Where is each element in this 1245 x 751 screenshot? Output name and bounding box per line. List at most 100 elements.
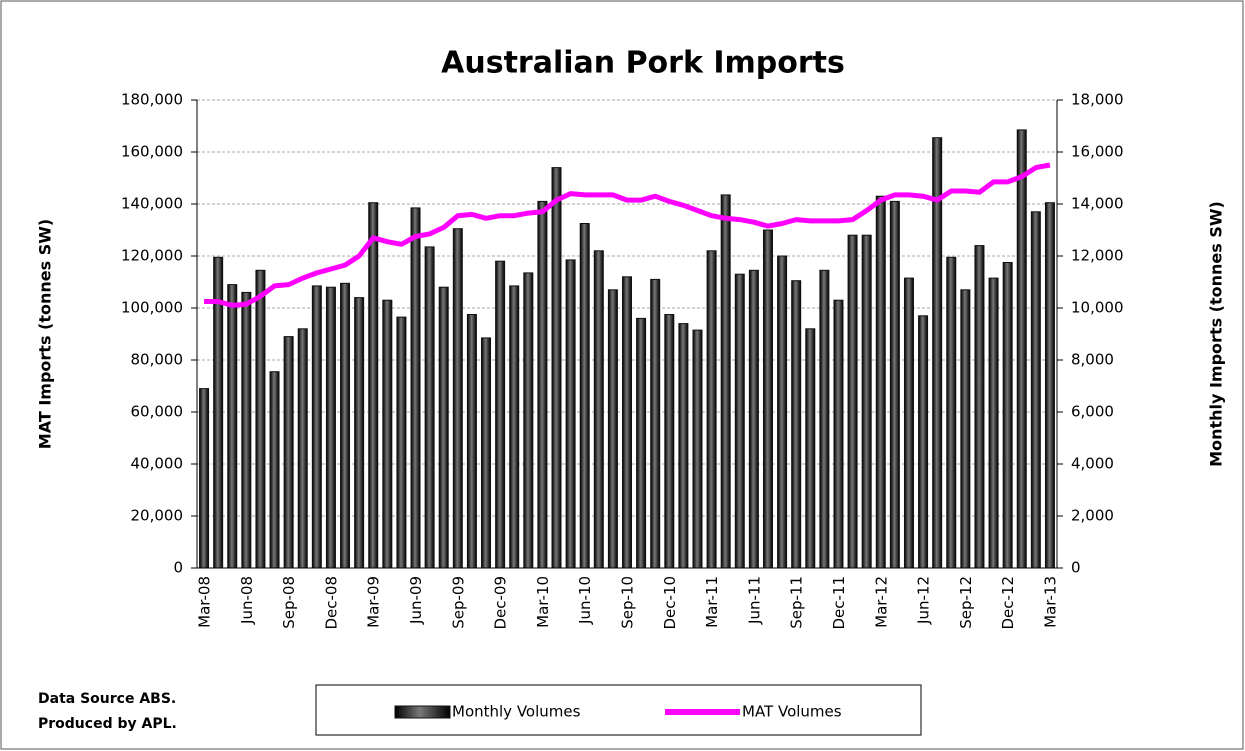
x-tick-label: Jun-10 [576, 576, 594, 625]
bar [311, 285, 322, 569]
x-tick-label: Jun-11 [745, 576, 763, 625]
bar [255, 269, 266, 569]
legend-label: MAT Volumes [742, 703, 842, 721]
bar [777, 255, 788, 569]
x-tick-label: Dec-11 [830, 576, 848, 630]
bar [509, 285, 520, 569]
bar [297, 328, 308, 569]
x-tick-label: Dec-09 [492, 576, 510, 630]
x-tick-label: Sep-12 [957, 576, 975, 629]
legend-symbol [394, 705, 451, 719]
bar [227, 284, 238, 569]
bar [340, 282, 351, 569]
bar [396, 316, 407, 569]
bar [565, 259, 576, 569]
bar [283, 336, 294, 569]
x-tick-label: Dec-12 [999, 576, 1017, 630]
y2-tick-label: 14,000 [1071, 195, 1124, 213]
bar [678, 323, 689, 569]
x-tick-label: Mar-11 [703, 576, 721, 628]
bar [410, 207, 421, 569]
bar [875, 195, 886, 569]
y2-tick-label: 10,000 [1071, 299, 1124, 317]
bar [382, 299, 393, 569]
x-tick-label: Mar-13 [1041, 576, 1059, 628]
chart-title: Australian Pork Imports [441, 46, 845, 81]
y-tick-label: 40,000 [131, 455, 184, 473]
bar [720, 194, 731, 569]
bar [819, 269, 830, 569]
y2-axis-label: Monthly Imports (tonnes SW) [1207, 201, 1226, 467]
bar [438, 286, 449, 569]
bar [241, 291, 252, 569]
bar [748, 269, 759, 569]
bar [199, 388, 210, 569]
y-tick-label: 180,000 [121, 91, 183, 109]
bar [889, 200, 900, 569]
bar [579, 223, 590, 569]
x-tick-label: Sep-11 [788, 576, 806, 629]
bar [607, 289, 618, 569]
y2-tick-label: 18,000 [1071, 91, 1124, 109]
note: Data Source ABS. [38, 691, 176, 707]
y-tick-label: 60,000 [131, 403, 184, 421]
bar [551, 167, 562, 569]
bar [481, 337, 492, 569]
bar [762, 229, 773, 569]
y-axis-label: MAT Imports (tonnes SW) [36, 219, 55, 449]
bar [988, 277, 999, 569]
bar [734, 273, 745, 569]
bar [974, 245, 985, 569]
bar [354, 297, 365, 569]
bar [918, 315, 929, 569]
y2-tick-label: 2,000 [1071, 507, 1114, 525]
bar [466, 314, 477, 569]
bar [650, 278, 661, 569]
bar [833, 299, 844, 569]
x-tick-label: Dec-08 [322, 576, 340, 630]
bar [847, 234, 858, 569]
bar [537, 200, 548, 569]
bar [452, 228, 463, 569]
y-tick-label: 140,000 [121, 195, 183, 213]
bar [593, 250, 604, 569]
bar [636, 317, 647, 569]
y2-tick-label: 8,000 [1071, 351, 1114, 369]
bar [325, 286, 336, 569]
x-tick-label: Jun-09 [407, 576, 425, 625]
x-tick-label: Sep-09 [449, 576, 467, 629]
line [204, 162, 1051, 308]
y2-tick-label: 0 [1071, 559, 1081, 577]
bar [664, 314, 675, 569]
y-tick-label: 80,000 [131, 351, 184, 369]
bar [424, 246, 435, 569]
x-tick-label: Sep-10 [619, 576, 637, 629]
bar [269, 371, 280, 569]
y-tick-label: 120,000 [121, 247, 183, 265]
x-tick-label: Jun-12 [915, 576, 933, 625]
bar [903, 277, 914, 569]
bar [1002, 262, 1013, 569]
x-tick-label: Dec-10 [661, 576, 679, 630]
x-tick-label: Mar-12 [872, 576, 890, 628]
bar [1030, 211, 1041, 569]
bar [523, 272, 534, 569]
x-tick-label: Mar-08 [196, 576, 214, 628]
note: Produced by APL. [38, 716, 177, 732]
y-tick-label: 0 [173, 559, 183, 577]
legend-label: Monthly Volumes [452, 703, 581, 721]
bar [791, 280, 802, 569]
y-tick-label: 100,000 [121, 299, 183, 317]
y2-tick-label: 16,000 [1071, 143, 1124, 161]
bar [960, 289, 971, 569]
x-tick-label: Sep-08 [280, 576, 298, 629]
bar [368, 202, 379, 569]
y-tick-label: 160,000 [121, 143, 183, 161]
bar [1016, 129, 1027, 569]
y2-tick-label: 4,000 [1071, 455, 1114, 473]
y2-tick-label: 12,000 [1071, 247, 1124, 265]
bar [706, 250, 717, 569]
bar [692, 329, 703, 569]
bar [946, 256, 957, 569]
